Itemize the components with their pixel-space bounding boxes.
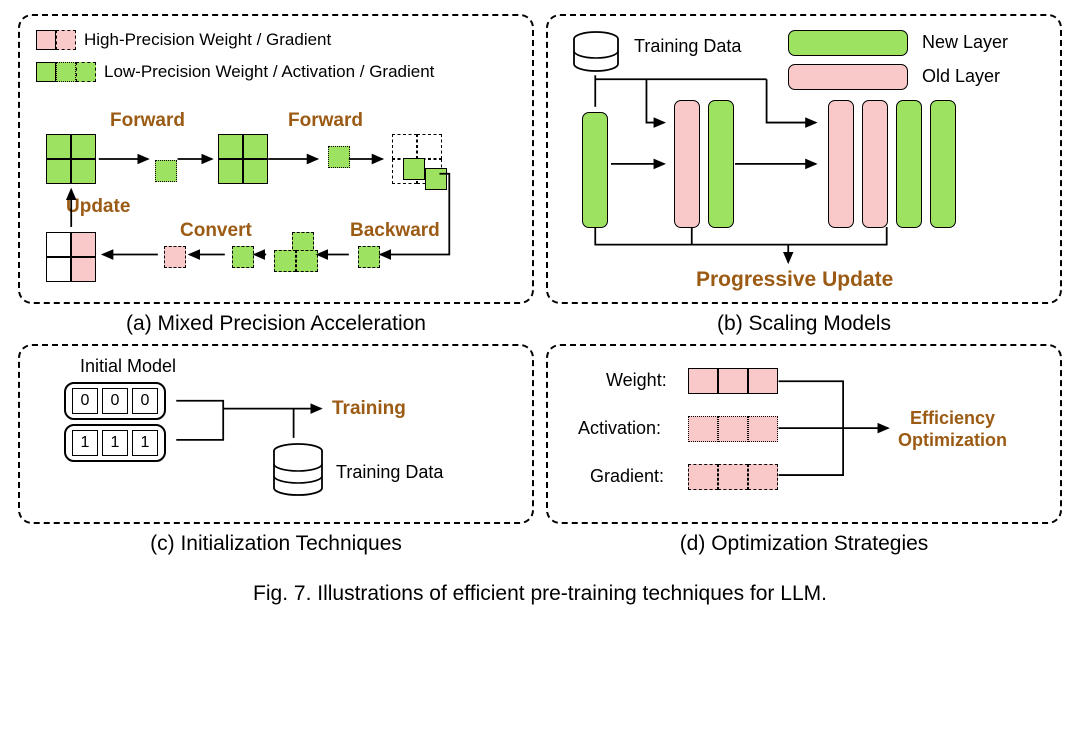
stage2-new [708, 100, 734, 228]
panel-d-caption: (d) Optimization Strategies [680, 532, 929, 556]
panel-a-wrap: High-Precision Weight / Gradient Low-Pre… [18, 14, 534, 336]
bit: 1 [132, 430, 158, 456]
legend-low: Low-Precision Weight / Activation / Grad… [36, 62, 434, 82]
db-icon-c [270, 442, 326, 500]
model-row-top: 0 0 0 [64, 382, 166, 420]
label-backward: Backward [350, 220, 440, 242]
weight-block-hp [46, 232, 96, 282]
label-forward-1: Forward [110, 110, 185, 132]
weight-block-1 [46, 134, 96, 184]
label-weight: Weight: [606, 370, 667, 391]
stage3-old1 [828, 100, 854, 228]
panel-d-wrap: Weight: Activation: Gradient: Efficiency… [546, 344, 1062, 556]
panel-b: Training Data New Layer Old Layer Progre… [546, 14, 1062, 304]
label-convert: Convert [180, 220, 252, 242]
legend-swatch-pink-dash [56, 30, 76, 50]
panel-c-wrap: Initial Model 0 0 0 1 1 1 Training Data … [18, 344, 534, 556]
activation-2 [328, 146, 350, 168]
legend-old-layer [788, 64, 908, 90]
label-update: Update [66, 196, 130, 218]
label-activation: Activation: [578, 418, 661, 439]
figure-grid: High-Precision Weight / Gradient Low-Pre… [18, 14, 1062, 556]
label-initial-model: Initial Model [80, 356, 176, 377]
label-training-data: Training Data [634, 36, 741, 57]
panel-a: High-Precision Weight / Gradient Low-Pre… [18, 14, 534, 304]
model-row-bottom: 1 1 1 [64, 424, 166, 462]
weight-block-2 [218, 134, 268, 184]
stage3-new1 [896, 100, 922, 228]
legend-new-text: New Layer [922, 32, 1008, 53]
label-eff2: Optimization [898, 430, 1007, 451]
grad-1 [358, 246, 380, 268]
stage2-old [674, 100, 700, 228]
panel-d: Weight: Activation: Gradient: Efficiency… [546, 344, 1062, 524]
figure-caption: Fig. 7. Illustrations of efficient pre-t… [18, 582, 1062, 606]
grad-pink [164, 246, 186, 268]
legend-high-text: High-Precision Weight / Gradient [84, 30, 331, 50]
bit: 0 [72, 388, 98, 414]
stage3-old2 [862, 100, 888, 228]
legend-low-text: Low-Precision Weight / Activation / Grad… [104, 62, 434, 82]
label-training-data-c: Training Data [336, 462, 443, 483]
label-forward-2: Forward [288, 110, 363, 132]
legend-swatch-green-dot [56, 62, 76, 82]
legend-old-text: Old Layer [922, 66, 1000, 87]
legend-swatch-pink-solid [36, 30, 56, 50]
panel-c-caption: (c) Initialization Techniques [150, 532, 402, 556]
db-icon [570, 30, 622, 76]
label-training: Training [332, 398, 406, 420]
bit: 1 [72, 430, 98, 456]
gradient-bar [688, 464, 778, 490]
panel-b-wrap: Training Data New Layer Old Layer Progre… [546, 14, 1062, 336]
legend-swatch-green-dash [76, 62, 96, 82]
legend-new-layer [788, 30, 908, 56]
label-gradient: Gradient: [590, 466, 664, 487]
activation-bar [688, 416, 778, 442]
bit: 1 [102, 430, 128, 456]
panel-b-arrows [548, 16, 1060, 302]
bit: 0 [102, 388, 128, 414]
panel-b-caption: (b) Scaling Models [717, 312, 891, 336]
legend-swatch-green-solid [36, 62, 56, 82]
stage1-layer [582, 112, 608, 228]
legend-high: High-Precision Weight / Gradient [36, 30, 331, 50]
panel-a-caption: (a) Mixed Precision Acceleration [126, 312, 426, 336]
label-progressive: Progressive Update [696, 268, 893, 292]
weight-bar [688, 368, 778, 394]
bit: 0 [132, 388, 158, 414]
grad-2 [232, 246, 254, 268]
panel-c: Initial Model 0 0 0 1 1 1 Training Data … [18, 344, 534, 524]
activation-1 [155, 160, 177, 182]
output-block [392, 134, 442, 184]
stage3-new2 [930, 100, 956, 228]
label-eff1: Efficiency [910, 408, 995, 429]
